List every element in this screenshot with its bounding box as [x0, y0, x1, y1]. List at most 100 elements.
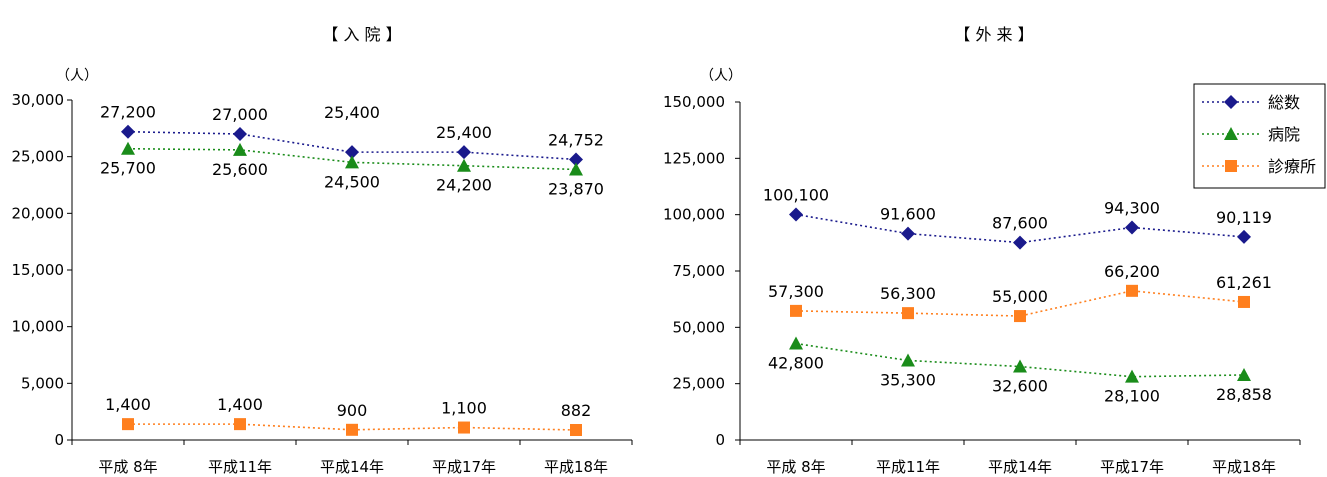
data-point-総数: [121, 124, 135, 139]
series-line-診療所: [795, 290, 1245, 317]
data-label-診療所: 57,300: [768, 282, 824, 301]
legend-label: 総数: [1268, 93, 1300, 112]
x-tick-label: 平成14年: [988, 458, 1052, 476]
data-point-診療所: [902, 307, 914, 320]
data-point-病院: [569, 162, 583, 176]
x-tick-label: 平成14年: [320, 458, 384, 476]
y-tick-label: 15,000: [12, 261, 65, 279]
x-tick-label: 平成11年: [208, 458, 272, 476]
data-label-総数: 90,119: [1216, 208, 1272, 227]
data-label-病院: 42,800: [768, 354, 824, 373]
data-label-病院: 24,200: [436, 176, 492, 195]
data-point-病院: [1013, 359, 1027, 373]
data-point-診療所: [1238, 295, 1250, 308]
y-tick-label: 25,000: [673, 375, 726, 393]
data-point-総数: [233, 127, 247, 141]
data-label-病院: 28,100: [1104, 387, 1160, 406]
data-label-病院: 35,300: [880, 370, 936, 389]
legend-marker: [1225, 160, 1237, 172]
data-label-診療所: 56,300: [880, 284, 936, 303]
data-label-診療所: 1,400: [105, 395, 151, 414]
y-axis-unit-label: （人）: [56, 68, 98, 84]
data-label-診療所: 1,400: [217, 395, 263, 414]
y-tick-label: 25,000: [12, 148, 65, 166]
data-point-病院: [901, 353, 915, 367]
data-point-総数: [1125, 220, 1139, 235]
legend-marker: [1224, 127, 1238, 140]
data-point-病院: [233, 142, 247, 156]
legend-box: [1193, 83, 1326, 189]
x-tick-label: 平成17年: [432, 458, 496, 476]
data-point-病院: [345, 155, 359, 169]
y-tick-label: 5,000: [21, 374, 64, 392]
data-point-総数: [789, 207, 803, 222]
data-label-診療所: 55,000: [992, 287, 1048, 306]
y-tick-label: 10,000: [12, 318, 65, 336]
data-point-総数: [1013, 235, 1027, 250]
data-point-診療所: [458, 421, 470, 434]
y-tick-label: 150,000: [663, 93, 725, 111]
chart-title: 【 入 院 】: [322, 25, 401, 44]
y-axis-unit-label: （人）: [700, 68, 742, 84]
data-label-診療所: 1,100: [441, 399, 487, 418]
y-tick-label: 100,000: [663, 206, 725, 224]
data-label-総数: 25,400: [436, 123, 492, 142]
x-tick-label: 平成17年: [1100, 458, 1164, 476]
legend-label: 病院: [1268, 125, 1300, 144]
data-point-総数: [1237, 229, 1251, 244]
data-label-総数: 25,400: [324, 103, 380, 122]
outpatient-chart: 【 外 来 】 （人） 0 25,000 50,000 75,000 100,000 125,…: [663, 25, 1301, 476]
data-label-診療所: 61,261: [1216, 273, 1272, 292]
data-label-病院: 23,870: [548, 179, 604, 198]
legend-marker: [1224, 95, 1238, 109]
data-point-総数: [345, 145, 359, 160]
data-point-診療所: [234, 418, 246, 431]
data-point-総数: [901, 226, 915, 241]
data-point-診療所: [570, 424, 582, 437]
y-tick-label: 20,000: [12, 204, 65, 222]
x-tick-label: 平成11年: [876, 458, 940, 476]
data-point-総数: [457, 145, 471, 160]
chart-title: 【 外 来 】: [954, 25, 1033, 44]
data-label-病院: 24,500: [324, 172, 380, 191]
y-tick-label: 30,000: [12, 91, 65, 109]
data-label-総数: 24,752: [548, 130, 604, 149]
data-label-総数: 91,600: [880, 205, 936, 224]
data-point-診療所: [1126, 284, 1138, 297]
data-label-病院: 25,700: [100, 159, 156, 178]
data-label-総数: 87,600: [992, 214, 1048, 233]
inpatient-chart: 【 入 院 】 （人） 0 5,000 10,000 15,000 20,000 25,000…: [12, 25, 633, 476]
data-point-診療所: [790, 304, 802, 317]
data-point-病院: [1237, 367, 1251, 381]
data-label-診療所: 66,200: [1104, 262, 1160, 281]
x-tick-label: 平成18年: [1212, 458, 1276, 476]
data-label-総数: 100,100: [763, 185, 829, 204]
x-tick-label: 平成 8年: [98, 458, 157, 476]
x-tick-label: 平成 8年: [766, 458, 825, 476]
data-label-総数: 94,300: [1104, 199, 1160, 218]
data-label-総数: 27,200: [100, 103, 156, 122]
data-point-病院: [121, 141, 135, 155]
data-point-病院: [1125, 369, 1139, 383]
data-point-診療所: [346, 423, 358, 436]
data-point-総数: [569, 152, 583, 167]
data-point-病院: [789, 336, 803, 350]
y-tick-label: 75,000: [673, 262, 726, 280]
y-tick-label: 0: [715, 431, 725, 449]
data-label-診療所: 900: [337, 401, 368, 420]
data-point-診療所: [122, 418, 134, 431]
data-label-病院: 25,600: [212, 160, 268, 179]
data-point-診療所: [1014, 310, 1026, 323]
legend-label: 診療所: [1268, 157, 1316, 176]
y-tick-label: 125,000: [663, 149, 725, 167]
data-label-診療所: 882: [561, 401, 592, 420]
data-label-総数: 27,000: [212, 105, 268, 124]
data-label-病院: 32,600: [992, 377, 1048, 396]
data-label-病院: 28,858: [1216, 385, 1272, 404]
y-tick-label: 0: [54, 431, 64, 449]
y-tick-label: 50,000: [673, 318, 726, 336]
data-point-病院: [457, 158, 471, 172]
